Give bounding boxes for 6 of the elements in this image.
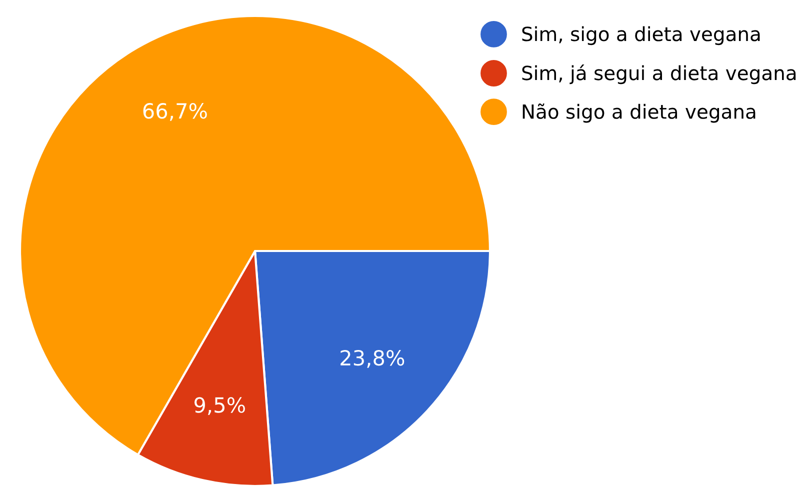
data-label: 23,8% — [340, 350, 404, 368]
data-label: 66,7% — [143, 102, 207, 121]
legend-label: Sim, sigo a dieta vegana — [522, 26, 760, 46]
legend-label: Não sigo a dieta vegana — [522, 104, 756, 123]
legend-label: Sim, já segui a dieta vegana — [522, 64, 796, 84]
data-label: 9,5% — [194, 397, 245, 416]
